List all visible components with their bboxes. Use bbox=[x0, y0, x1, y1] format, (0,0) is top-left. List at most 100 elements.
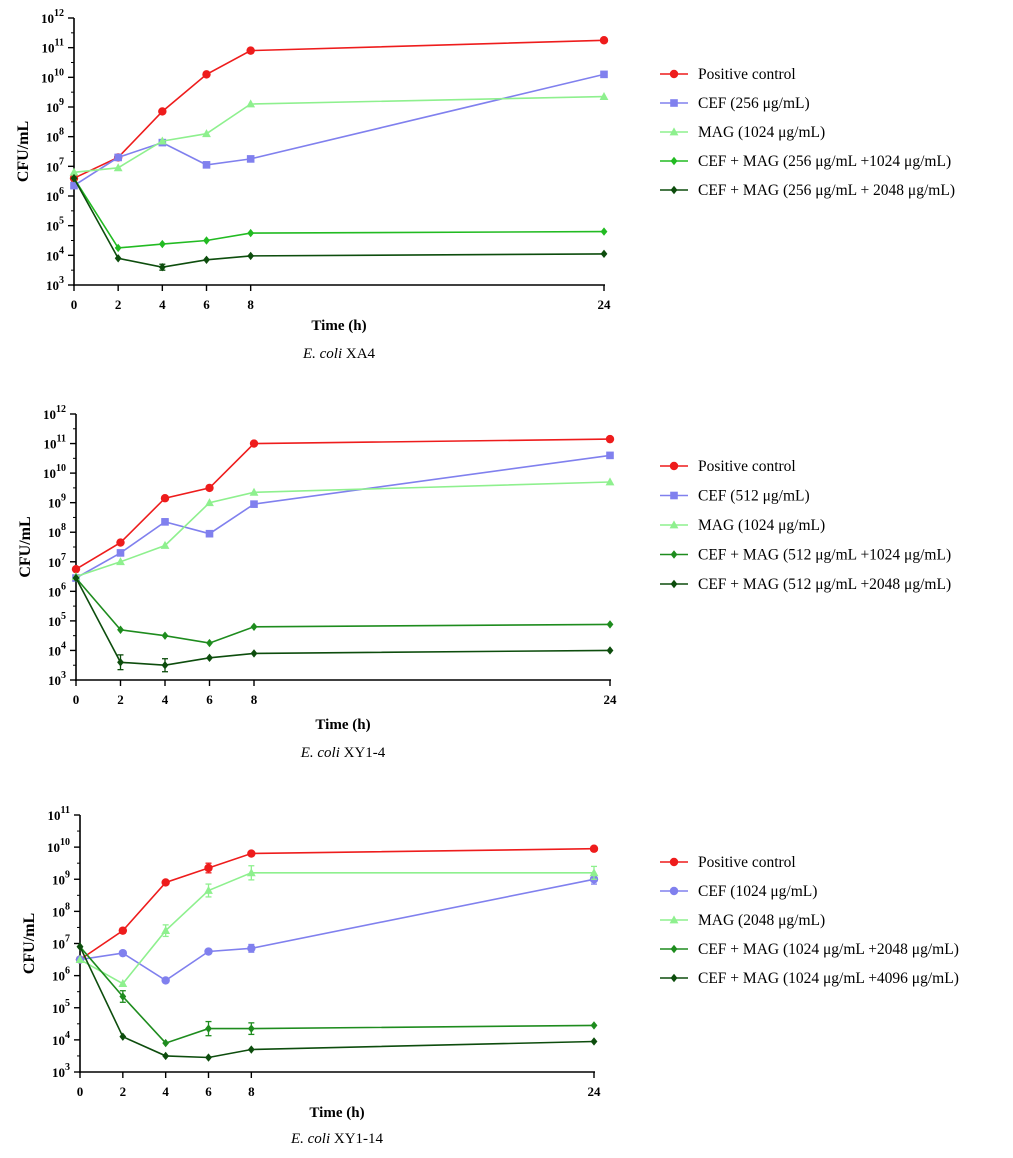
chart-caption: E. coli XY1-14 bbox=[290, 1131, 384, 1147]
series-5 bbox=[70, 174, 608, 272]
data-point bbox=[158, 107, 167, 116]
x-tick-label: 6 bbox=[206, 692, 213, 707]
series-1 bbox=[71, 434, 615, 574]
data-point bbox=[247, 1045, 255, 1054]
data-point bbox=[69, 167, 79, 176]
data-point bbox=[204, 947, 213, 956]
legend-marker bbox=[670, 550, 678, 559]
data-point bbox=[158, 239, 166, 249]
y-tick-label: 108 bbox=[46, 127, 64, 145]
data-point bbox=[247, 849, 256, 858]
legend-marker bbox=[670, 185, 678, 195]
data-point bbox=[118, 948, 128, 958]
series-5 bbox=[76, 942, 598, 1062]
x-tick-label: 0 bbox=[77, 1084, 84, 1099]
data-point bbox=[202, 161, 211, 169]
data-point bbox=[249, 487, 259, 496]
y-axis-label: CFU/mL bbox=[17, 516, 34, 577]
data-point bbox=[250, 622, 258, 631]
y-tick-label: 108 bbox=[48, 522, 66, 540]
series-line bbox=[75, 481, 611, 578]
legend-label: Positive control bbox=[698, 854, 796, 871]
data-point bbox=[117, 625, 124, 634]
y-tick-label: 109 bbox=[52, 869, 70, 887]
data-point bbox=[203, 255, 210, 264]
data-point bbox=[117, 658, 124, 667]
x-tick-label: 2 bbox=[117, 692, 124, 707]
data-point bbox=[113, 163, 123, 172]
data-point bbox=[162, 1038, 170, 1048]
series-2 bbox=[70, 70, 608, 190]
data-point bbox=[204, 885, 213, 894]
y-tick-label: 108 bbox=[52, 901, 70, 919]
series-line bbox=[79, 946, 595, 1045]
data-point bbox=[161, 878, 170, 887]
data-point bbox=[72, 573, 80, 583]
x-axis-label: Time (h) bbox=[309, 1105, 364, 1121]
chart-caption: E. coli XA4 bbox=[302, 346, 376, 362]
data-point bbox=[114, 254, 122, 263]
legend-label: CEF (512 μg/mL) bbox=[698, 488, 810, 505]
y-tick-label: 1010 bbox=[41, 67, 64, 85]
data-point bbox=[250, 500, 258, 508]
y-tick-label: 107 bbox=[48, 552, 66, 570]
data-point bbox=[606, 646, 614, 655]
x-tick-label: 24 bbox=[604, 692, 618, 707]
data-point bbox=[247, 944, 256, 953]
y-tick-label: 103 bbox=[48, 670, 66, 688]
data-point bbox=[116, 538, 125, 547]
legend-marker bbox=[669, 915, 679, 924]
x-axis-label: Time (h) bbox=[315, 717, 370, 733]
data-point bbox=[590, 1037, 598, 1046]
data-point bbox=[161, 518, 169, 526]
data-point bbox=[157, 136, 167, 145]
y-tick-label: 107 bbox=[46, 156, 64, 174]
legend-label: CEF + MAG (1024 μg/mL +2048 μg/mL) bbox=[698, 941, 959, 958]
legend-marker bbox=[669, 886, 679, 896]
series-line bbox=[75, 454, 611, 579]
series-line bbox=[79, 946, 595, 1059]
y-tick-label: 104 bbox=[52, 1030, 70, 1048]
data-point bbox=[599, 36, 609, 45]
series-1 bbox=[69, 36, 609, 183]
series-5 bbox=[72, 573, 614, 673]
x-tick-label: 8 bbox=[247, 297, 254, 312]
data-point bbox=[246, 46, 255, 55]
y-tick-label: 106 bbox=[48, 581, 66, 599]
data-point bbox=[246, 868, 256, 877]
y-tick-label: 103 bbox=[52, 1062, 70, 1080]
y-tick-label: 109 bbox=[46, 97, 64, 115]
data-point bbox=[161, 661, 169, 670]
y-tick-label: 106 bbox=[46, 186, 64, 204]
series-2 bbox=[75, 873, 599, 985]
x-tick-label: 24 bbox=[598, 297, 612, 312]
data-point bbox=[605, 434, 615, 444]
y-tick-label: 105 bbox=[48, 611, 66, 629]
legend-label: MAG (1024 μg/mL) bbox=[698, 124, 825, 141]
legend-label: CEF + MAG (256 μg/mL + 2048 μg/mL) bbox=[698, 182, 955, 199]
y-axis-label: CFU/mL bbox=[15, 121, 32, 182]
legend-marker bbox=[669, 520, 679, 529]
legend-label: CEF (256 μg/mL) bbox=[698, 95, 810, 112]
data-point bbox=[118, 926, 128, 935]
data-point bbox=[247, 228, 255, 238]
data-point bbox=[161, 631, 169, 640]
x-tick-label: 4 bbox=[162, 692, 169, 707]
y-tick-label: 107 bbox=[52, 934, 70, 952]
legend-marker bbox=[670, 973, 678, 983]
data-point bbox=[606, 451, 614, 460]
data-point bbox=[118, 979, 128, 988]
data-point bbox=[589, 844, 599, 853]
x-tick-label: 4 bbox=[159, 297, 166, 312]
data-point bbox=[75, 954, 85, 963]
data-point bbox=[206, 653, 213, 663]
series-3 bbox=[75, 865, 599, 988]
y-tick-label: 104 bbox=[46, 245, 64, 263]
series-line bbox=[73, 73, 605, 187]
data-point bbox=[590, 1021, 598, 1030]
series-line bbox=[79, 847, 595, 961]
legend-marker bbox=[670, 944, 678, 954]
data-point bbox=[605, 477, 615, 486]
data-point bbox=[116, 557, 125, 566]
